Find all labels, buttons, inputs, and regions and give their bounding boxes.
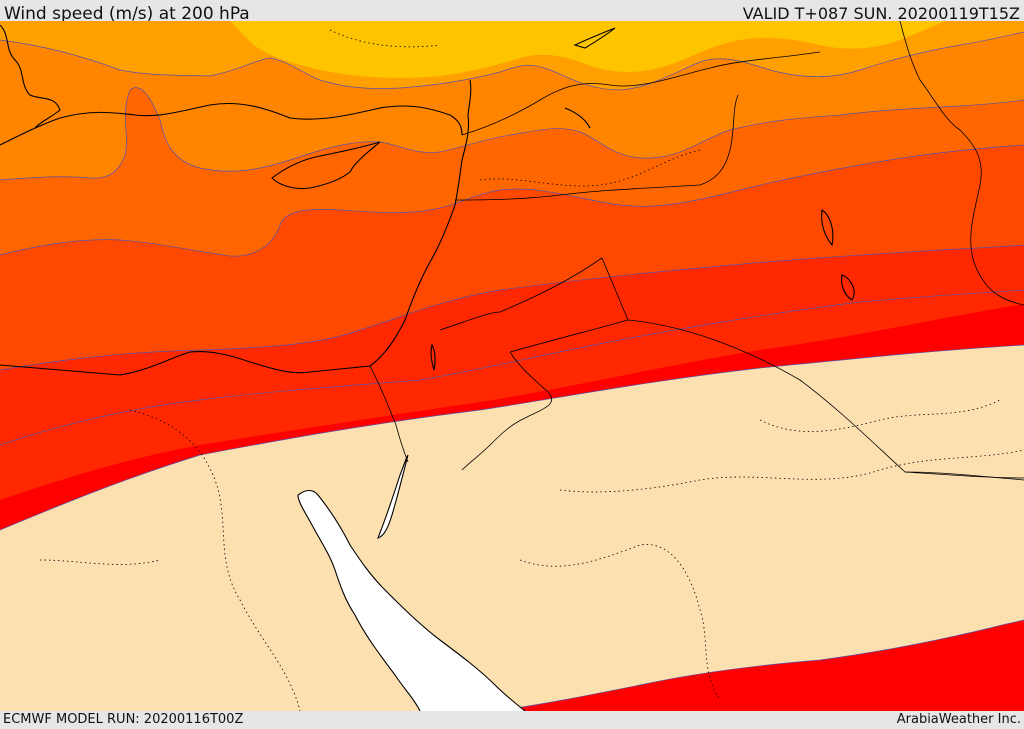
valid-time: VALID T+087 SUN. 20200119T15Z	[742, 4, 1020, 23]
province-line	[329, 29, 441, 48]
red-sea-coastline	[297, 489, 526, 711]
lake-urmia	[821, 209, 834, 247]
credit-label: ArabiaWeather Inc.	[896, 712, 1021, 727]
lake-van	[841, 274, 855, 301]
dead-sea	[430, 343, 436, 371]
red-sea	[298, 490, 525, 711]
contour-line	[0, 87, 1024, 181]
iran-iraq-border	[899, 21, 1024, 306]
province-line	[519, 544, 721, 701]
turkey-coastline	[0, 102, 463, 146]
jordan-border	[439, 311, 629, 471]
wind-band-7-south	[495, 620, 1024, 711]
saudi-east-border	[904, 471, 1024, 481]
cyprus-coastline	[271, 141, 381, 190]
turkey-syria-border	[461, 51, 821, 136]
map-title: Wind speed (m/s) at 200 hPa	[4, 4, 250, 24]
gulf-coastline	[377, 454, 409, 539]
wind-speed-map	[0, 21, 1024, 711]
mediterranean-coastline	[0, 79, 472, 376]
province-line	[559, 449, 1024, 493]
model-run-label: ECMWF MODEL RUN: 20200116T00Z	[3, 712, 244, 727]
wind-band-1	[230, 21, 945, 78]
egypt-israel-border	[369, 365, 409, 463]
contour-line	[0, 244, 1024, 371]
contour-line	[0, 289, 1024, 446]
iraq-saudi-border	[499, 257, 1024, 479]
contour-line	[0, 31, 1024, 91]
contour-line	[0, 344, 1024, 531]
province-line	[759, 399, 1001, 432]
province-line	[129, 409, 301, 711]
black-sea-coastline	[564, 27, 616, 129]
contour-line	[0, 144, 1024, 257]
contour-line	[494, 619, 1024, 711]
aegean-coastline	[0, 24, 61, 129]
syria-iraq-border	[454, 94, 739, 201]
